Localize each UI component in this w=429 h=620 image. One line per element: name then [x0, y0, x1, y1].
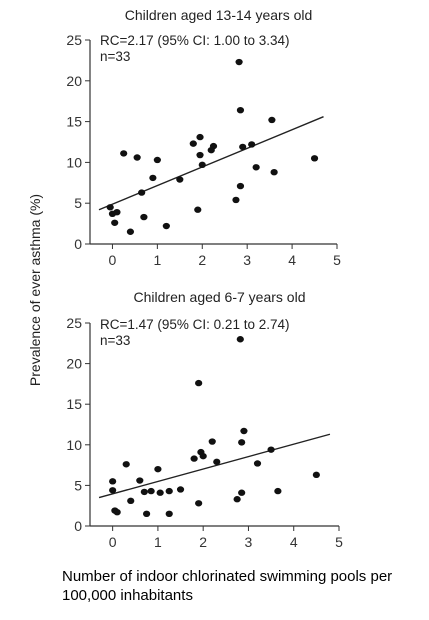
- data-point: [147, 487, 155, 495]
- data-point: [199, 452, 207, 460]
- data-point: [156, 489, 164, 496]
- data-point: [235, 58, 243, 66]
- data-point: [274, 487, 282, 495]
- data-point: [109, 487, 117, 494]
- x-tick-label: 0: [109, 252, 117, 268]
- annotation-text: RC=1.47 (95% CI: 0.21 to 2.74): [100, 317, 289, 332]
- data-point: [195, 379, 203, 387]
- data-point: [190, 455, 198, 462]
- data-point: [196, 133, 204, 141]
- data-point: [138, 189, 146, 196]
- data-point: [270, 168, 278, 176]
- data-point: [140, 213, 148, 221]
- x-tick-label: 2: [199, 534, 207, 550]
- data-point: [312, 471, 320, 479]
- chart-panel-1: Children aged 13-14 years old05101520250…: [66, 7, 341, 268]
- data-point: [267, 446, 275, 453]
- data-point: [120, 150, 128, 157]
- data-point: [126, 228, 135, 235]
- data-point: [149, 174, 157, 182]
- annotation-text: n=33: [100, 333, 130, 348]
- data-point: [153, 156, 161, 164]
- y-tick-label: 25: [66, 32, 82, 48]
- x-tick-label: 3: [245, 534, 253, 550]
- data-point: [136, 477, 144, 484]
- data-point: [207, 146, 215, 154]
- y-tick-label: 15: [66, 396, 82, 412]
- x-tick-label: 5: [333, 252, 341, 268]
- data-point: [109, 478, 117, 485]
- y-tick-label: 20: [66, 356, 82, 372]
- x-tick-label: 0: [109, 534, 117, 550]
- chart-title: Children aged 13-14 years old: [125, 7, 313, 23]
- data-point: [142, 510, 151, 518]
- data-point: [236, 106, 245, 114]
- x-tick-label: 5: [335, 534, 343, 550]
- data-point: [233, 496, 241, 503]
- data-point: [268, 116, 276, 124]
- x-tick-label: 1: [153, 252, 161, 268]
- y-tick-label: 5: [74, 195, 82, 211]
- data-point: [248, 141, 256, 148]
- data-point: [106, 204, 114, 211]
- data-point: [111, 219, 119, 226]
- x-tick-label: 3: [243, 252, 251, 268]
- data-point: [122, 461, 130, 468]
- data-point: [196, 151, 204, 159]
- data-point: [238, 489, 246, 496]
- data-point: [239, 143, 247, 151]
- chart-title: Children aged 6-7 years old: [134, 289, 306, 305]
- x-tick-label: 2: [198, 252, 206, 268]
- data-point: [162, 222, 170, 230]
- y-tick-label: 10: [66, 437, 82, 453]
- y-tick-label: 15: [66, 114, 82, 130]
- y-tick-label: 25: [66, 315, 82, 331]
- data-point: [236, 182, 245, 190]
- data-point: [127, 497, 135, 505]
- x-tick-label: 1: [154, 534, 162, 550]
- data-point: [195, 500, 203, 507]
- regression-line: [98, 433, 331, 499]
- chart-canvas: Prevalence of ever asthma (%) Children a…: [27, 7, 343, 550]
- data-point: [176, 176, 184, 183]
- data-point: [238, 439, 246, 446]
- data-point: [236, 336, 244, 343]
- y-tick-label: 20: [66, 73, 82, 89]
- y-axis-label: Prevalence of ever asthma (%): [27, 194, 43, 386]
- annotation-text: n=33: [100, 49, 130, 64]
- y-tick-label: 0: [74, 518, 82, 534]
- data-point: [232, 196, 240, 204]
- data-point: [154, 465, 162, 473]
- data-point: [189, 140, 197, 147]
- y-tick-label: 0: [74, 236, 82, 252]
- data-point: [213, 458, 221, 466]
- data-point: [165, 487, 173, 495]
- data-point: [240, 427, 248, 435]
- data-point: [252, 164, 260, 171]
- data-point: [140, 488, 148, 496]
- data-point: [253, 460, 262, 467]
- x-tick-label: 4: [290, 534, 298, 550]
- y-tick-label: 10: [66, 154, 82, 170]
- y-tick-label: 5: [74, 477, 82, 493]
- data-point: [113, 208, 121, 216]
- annotation-text: RC=2.17 (95% CI: 1.00 to 3.34): [100, 33, 289, 48]
- data-point: [133, 154, 141, 161]
- x-tick-label: 4: [288, 252, 296, 268]
- data-point: [208, 438, 216, 445]
- data-point: [194, 206, 202, 213]
- data-point: [310, 155, 319, 162]
- data-point: [198, 161, 206, 169]
- data-point: [176, 486, 185, 493]
- regression-line: [98, 116, 324, 211]
- data-point: [165, 510, 173, 518]
- x-axis-label: Number of indoor chlorinated swimming po…: [62, 568, 393, 604]
- data-point: [113, 508, 121, 516]
